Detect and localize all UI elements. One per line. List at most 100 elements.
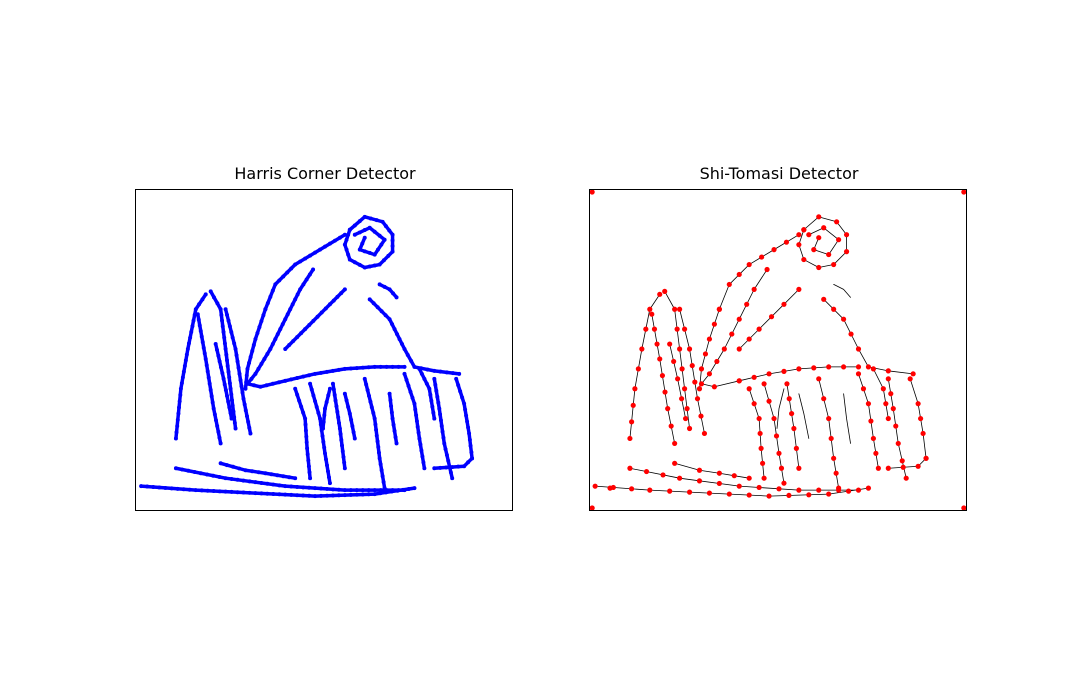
harris-corner-point [388,398,393,402]
shi-tomasi-corner-point [890,406,896,412]
harris-corner-point [360,241,365,246]
harris-corner-point [207,381,212,386]
harris-corner-point [139,484,144,489]
harris-corner-point [334,404,339,409]
harris-corner-point [357,247,362,252]
shi-tomasi-corner-point [880,386,886,392]
shi-tomasi-corner-point [764,266,770,273]
harris-corner-point [352,232,357,237]
harris-corner-point [462,401,467,406]
harris-corner-point [193,307,198,312]
harris-corner-point [241,490,246,495]
shi-tomasi-corners-image [590,190,966,510]
harris-corner-point [218,307,223,312]
shi-tomasi-corner-point [781,301,787,307]
harris-corner-point [357,230,362,235]
harris-corner-point [390,416,395,421]
shi-tomasi-corner-point [677,475,683,481]
shi-tomasi-corner-point [729,331,735,337]
harris-corner-point [377,233,382,238]
shi-tomasi-corner-point [689,363,695,369]
shi-tomasi-corner-point [726,281,732,287]
harris-corner-point [394,295,399,300]
harris-corner-point [465,419,470,424]
harris-corner-point [362,235,367,240]
harris-corner-point [337,426,342,431]
harris-corner-point [281,474,286,479]
harris-corner-point [438,418,443,423]
harris-corner-point [322,445,327,450]
harris-corner-point [202,351,207,356]
harris-corner-point [188,335,193,340]
shi-tomasi-corner-point [841,364,847,370]
shi-tomasi-corner-point [698,381,705,387]
harris-corner-point [417,436,422,441]
harris-corner-point [298,259,303,264]
shi-tomasi-corner-point [675,376,681,382]
shi-tomasi-corner-point [736,483,742,489]
harris-corner-point [208,388,213,393]
edge-line [833,284,851,298]
edge-line [718,234,800,310]
shi-tomasi-corner-point [674,326,680,332]
harris-corner-point [379,242,384,247]
shi-tomasi-corner-point [915,401,921,407]
harris-corner-point [377,282,382,287]
harris-corner-point [342,488,347,493]
shi-tomasi-corner-point [831,261,837,268]
harris-corner-point [220,324,225,329]
harris-corner-point [236,365,241,370]
harris-corner-point [277,483,282,488]
harris-corner-point [303,416,308,421]
harris-corner-point [247,479,252,484]
harris-edge-response [263,232,347,311]
harris-corner-point [303,428,308,433]
harris-corner-point [415,424,420,429]
harris-edge-response [243,307,268,391]
edge-line [629,467,859,491]
edge-line [629,293,661,439]
harris-corner-point [264,383,269,388]
harris-corner-point [298,287,303,292]
harris-corner-point [227,381,232,386]
edge-line [699,308,720,390]
harris-corner-point [303,327,308,332]
harris-corner-point [330,493,335,498]
harris-corner-point [235,490,240,495]
harris-corner-point [336,487,341,492]
harris-corner-point [313,250,318,255]
harris-corner-point [305,452,310,457]
harris-corner-point [352,436,357,441]
harris-corner-point [373,422,378,427]
harris-corner-point [220,371,225,376]
shi-tomasi-corner-point [899,458,905,464]
harris-corner-point [229,330,234,334]
harris-corner-point [255,331,260,336]
shi-tomasi-corner-point [684,406,690,412]
shi-tomasi-corner-point [870,435,876,442]
harris-corner-point [381,480,386,485]
harris-corner-point [222,341,227,346]
harris-corner-point [397,337,402,342]
harris-corner-point [387,391,392,396]
shi-tomasi-corner-point [679,366,685,372]
shi-tomasi-corner-point [806,232,812,238]
harris-corner-point [375,247,380,252]
harris-corner-point [222,382,227,387]
harris-corner-point [466,425,471,430]
shi-tomasi-corner-point [696,386,703,392]
harris-corner-point [380,219,385,224]
harris-corner-point [308,381,313,386]
harris-corner-point [265,351,270,356]
shi-tomasi-corner-point [651,326,658,332]
harris-corner-point [432,368,437,373]
harris-corner-point [362,214,367,219]
harris-corner-point [360,365,365,370]
harris-corner-point [253,371,258,376]
shi-tomasi-corner-point [811,247,817,253]
harris-corner-point [342,460,347,465]
harris-corner-point [367,264,372,269]
shi-tomasi-corner-point [671,358,677,365]
shi-tomasi-corner-point [657,291,663,297]
harris-corner-point [384,488,389,493]
